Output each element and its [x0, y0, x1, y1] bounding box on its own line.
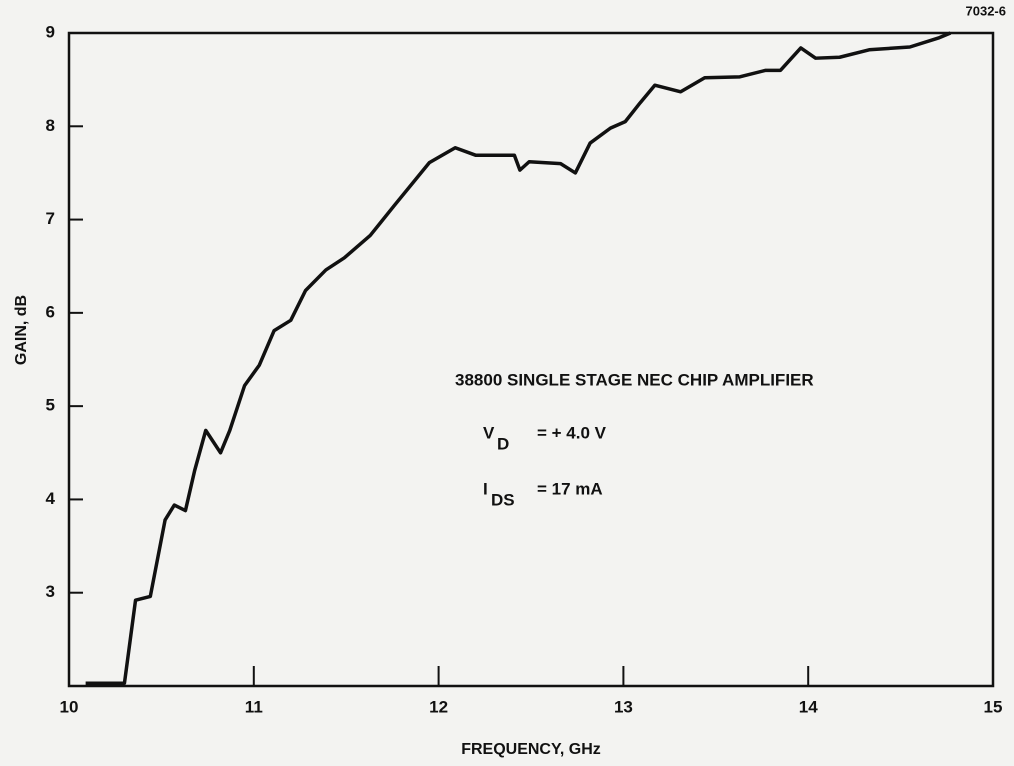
y-tick-label: 4 [46, 489, 56, 508]
y-tick-label: 3 [46, 582, 55, 601]
x-tick-label: 15 [984, 697, 1003, 716]
y-axis-label: GAIN, dB [13, 295, 30, 365]
x-tick-label: 13 [614, 697, 633, 716]
y-tick-label: 9 [46, 22, 55, 41]
y-tick-label: 8 [46, 116, 55, 135]
annotation-text: = 17 mA [537, 479, 603, 498]
annotation-title: 38800 SINGLE STAGE NEC CHIP AMPLIFIER [455, 370, 814, 389]
plot-frame [67, 31, 995, 688]
y-tick-label: 6 [46, 302, 55, 321]
annotation-subscript: DS [491, 490, 515, 509]
figure-id: 7032-6 [966, 3, 1006, 18]
annotation-subscript: D [497, 434, 509, 453]
x-tick-label: 14 [799, 697, 818, 716]
data-line [85, 31, 952, 685]
annotation-text: = + 4.0 V [537, 423, 607, 442]
annotation-symbol: V [483, 423, 495, 442]
annotation-symbol: I [483, 479, 488, 498]
x-tick-label: 11 [245, 697, 263, 716]
y-tick-label: 7 [46, 209, 55, 228]
y-tick-label: 5 [46, 396, 55, 415]
x-tick-label: 12 [429, 697, 448, 716]
x-axis-label: FREQUENCY, GHz [461, 741, 601, 758]
x-tick-label: 10 [60, 697, 79, 716]
